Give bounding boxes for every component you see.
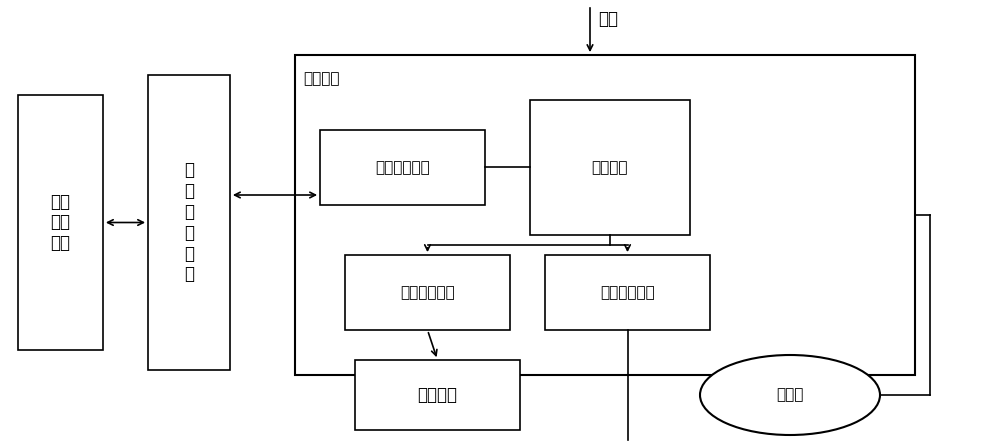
Text: 功率调整电路: 功率调整电路: [400, 285, 455, 300]
Bar: [18, 95, 103, 350]
Bar: [545, 255, 710, 330]
Text: 摄像头: 摄像头: [776, 388, 804, 402]
Bar: [355, 360, 520, 430]
Text: 电气设备: 电气设备: [418, 386, 458, 404]
Bar: [530, 100, 690, 235]
Text: 市电: 市电: [598, 10, 618, 28]
Bar: [148, 75, 230, 370]
Bar: [295, 55, 915, 375]
Bar: [320, 130, 485, 205]
Bar: [345, 255, 510, 330]
Text: 控制终端: 控制终端: [303, 71, 340, 86]
Text: 控制芯片: 控制芯片: [592, 160, 628, 175]
Text: 无
线
路
由
模
块: 无 线 路 由 模 块: [184, 161, 194, 284]
Text: 无线收发模块: 无线收发模块: [375, 160, 430, 175]
Text: 功率探测电路: 功率探测电路: [600, 285, 655, 300]
Text: 远程
控制
系统: 远程 控制 系统: [50, 193, 70, 252]
Ellipse shape: [700, 355, 880, 435]
